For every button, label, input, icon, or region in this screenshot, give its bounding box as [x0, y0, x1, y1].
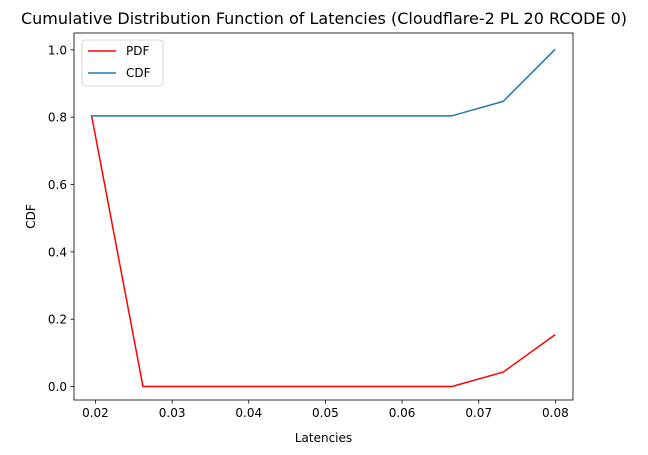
plot-area: [73, 32, 574, 401]
x-tick-label: 0.04: [235, 406, 262, 420]
y-tick-label: 1.0: [48, 43, 67, 57]
y-tick-label: 0.2: [48, 313, 67, 327]
y-axis: 0.0 0.2 0.4 0.6 0.8 1.0: [48, 43, 74, 394]
legend-pdf-label: PDF: [126, 44, 149, 58]
y-tick-label: 0.0: [48, 380, 67, 394]
series-layer: [90, 48, 556, 388]
y-tick-label: 0.6: [48, 178, 67, 192]
chart-title: Cumulative Distribution Function of Late…: [21, 9, 627, 28]
y-tick-label: 0.4: [48, 245, 67, 259]
x-tick-label: 0.06: [389, 406, 416, 420]
x-axis-label: Latencies: [295, 431, 352, 445]
x-tick-label: 0.05: [312, 406, 339, 420]
y-axis-label: CDF: [24, 204, 38, 229]
x-tick-label: 0.02: [82, 406, 109, 420]
cdf-series-line: [90, 48, 556, 117]
legend: PDF CDF: [81, 39, 164, 87]
pdf-series-line: [90, 114, 556, 388]
x-tick-label: 0.08: [542, 406, 569, 420]
legend-box: [81, 39, 164, 87]
legend-cdf-label: CDF: [126, 66, 151, 80]
x-tick-label: 0.03: [159, 406, 186, 420]
x-tick-label: 0.07: [465, 406, 492, 420]
y-tick-label: 0.8: [48, 111, 67, 125]
x-axis: 0.02 0.03 0.04 0.05 0.06 0.07 0.08: [82, 400, 569, 420]
